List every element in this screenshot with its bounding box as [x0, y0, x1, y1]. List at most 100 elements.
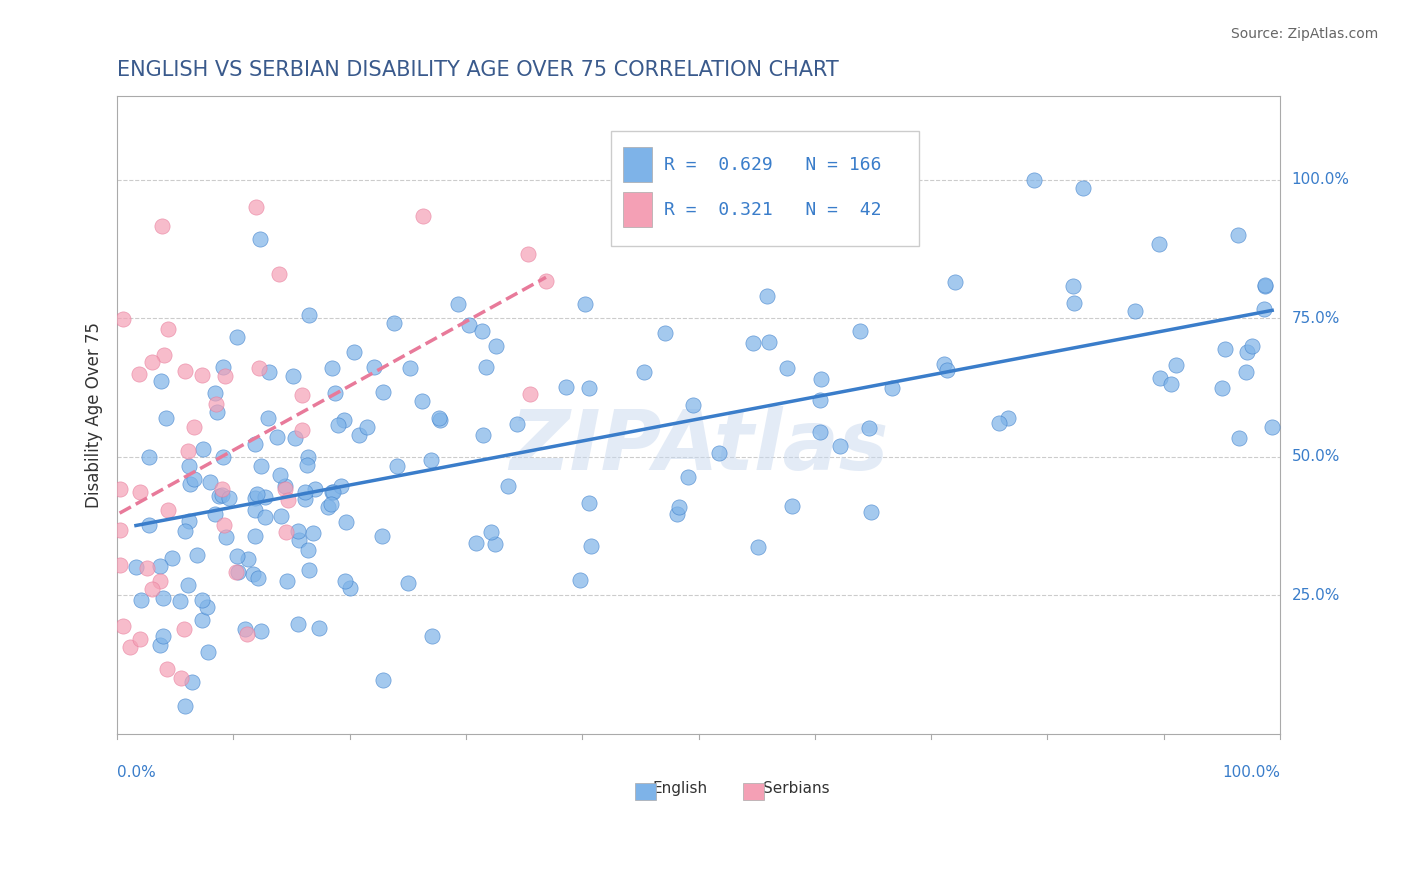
- Point: [276, 574, 298, 588]
- Point: [298, 308, 321, 322]
- Point: [1227, 227, 1250, 242]
- Point: [666, 507, 689, 521]
- Point: [356, 420, 378, 434]
- Point: [214, 530, 236, 544]
- Point: [339, 582, 361, 596]
- Point: [291, 423, 314, 437]
- Point: [319, 497, 342, 511]
- Point: [1236, 344, 1258, 359]
- Point: [177, 514, 200, 528]
- Point: [322, 485, 344, 500]
- Point: [465, 536, 488, 550]
- Text: 100.0%: 100.0%: [1292, 172, 1350, 187]
- Point: [245, 491, 267, 505]
- Point: [382, 316, 405, 330]
- Point: [654, 326, 676, 341]
- Point: [190, 368, 212, 382]
- Point: [1022, 172, 1045, 186]
- Point: [506, 417, 529, 431]
- Point: [207, 405, 229, 419]
- Point: [162, 551, 184, 566]
- Point: [214, 369, 236, 384]
- Point: [343, 345, 366, 359]
- Point: [138, 518, 160, 533]
- Point: [277, 492, 299, 507]
- Point: [253, 510, 276, 524]
- Point: [1071, 181, 1094, 195]
- Point: [174, 524, 197, 539]
- Point: [385, 458, 408, 473]
- Point: [183, 420, 205, 434]
- Point: [323, 386, 346, 401]
- Point: [859, 505, 882, 519]
- Point: [149, 559, 172, 574]
- Text: 50.0%: 50.0%: [1292, 449, 1340, 464]
- Point: [988, 416, 1011, 430]
- Point: [579, 539, 602, 553]
- Point: [243, 529, 266, 543]
- Point: [131, 593, 153, 607]
- Text: 25.0%: 25.0%: [1292, 588, 1340, 602]
- Point: [205, 397, 228, 411]
- Point: [111, 312, 134, 326]
- Point: [316, 500, 339, 514]
- Point: [668, 500, 690, 514]
- Point: [1149, 371, 1171, 385]
- Point: [295, 458, 318, 473]
- Point: [179, 476, 201, 491]
- Point: [578, 495, 600, 509]
- Point: [249, 232, 271, 246]
- Point: [233, 622, 256, 636]
- Point: [150, 219, 173, 233]
- Point: [447, 296, 470, 310]
- Point: [294, 491, 316, 506]
- Point: [554, 380, 576, 394]
- Point: [997, 411, 1019, 425]
- Point: [152, 629, 174, 643]
- Text: Serbians: Serbians: [762, 781, 830, 797]
- Point: [858, 421, 880, 435]
- Point: [291, 388, 314, 402]
- Point: [1063, 296, 1085, 310]
- Point: [471, 324, 494, 338]
- Point: [157, 322, 180, 336]
- Text: R =  0.629   N = 166: R = 0.629 N = 166: [664, 156, 882, 174]
- Point: [108, 558, 131, 573]
- Point: [125, 560, 148, 574]
- Point: [204, 507, 226, 521]
- Point: [118, 640, 141, 655]
- Point: [411, 394, 433, 409]
- Point: [808, 393, 831, 408]
- Point: [370, 529, 392, 543]
- Point: [149, 638, 172, 652]
- Point: [1253, 301, 1275, 316]
- Point: [186, 548, 208, 562]
- FancyBboxPatch shape: [634, 782, 655, 800]
- Point: [756, 289, 779, 303]
- Point: [1160, 376, 1182, 391]
- Point: [458, 318, 481, 332]
- Point: [742, 336, 765, 351]
- Point: [1213, 342, 1236, 356]
- Point: [257, 364, 280, 378]
- Point: [267, 267, 290, 281]
- Point: [363, 360, 385, 375]
- Point: [254, 490, 277, 504]
- Point: [236, 551, 259, 566]
- Point: [830, 438, 852, 452]
- Text: Source: ZipAtlas.com: Source: ZipAtlas.com: [1230, 27, 1378, 41]
- Point: [422, 629, 444, 643]
- Point: [288, 533, 311, 547]
- Point: [747, 540, 769, 554]
- Point: [211, 488, 233, 502]
- FancyBboxPatch shape: [612, 131, 920, 246]
- Point: [371, 673, 394, 687]
- Point: [218, 491, 240, 505]
- Point: [191, 593, 214, 607]
- Point: [330, 478, 353, 492]
- Point: [242, 567, 264, 582]
- Point: [191, 442, 214, 457]
- Point: [326, 418, 349, 433]
- Point: [298, 563, 321, 577]
- Point: [138, 450, 160, 464]
